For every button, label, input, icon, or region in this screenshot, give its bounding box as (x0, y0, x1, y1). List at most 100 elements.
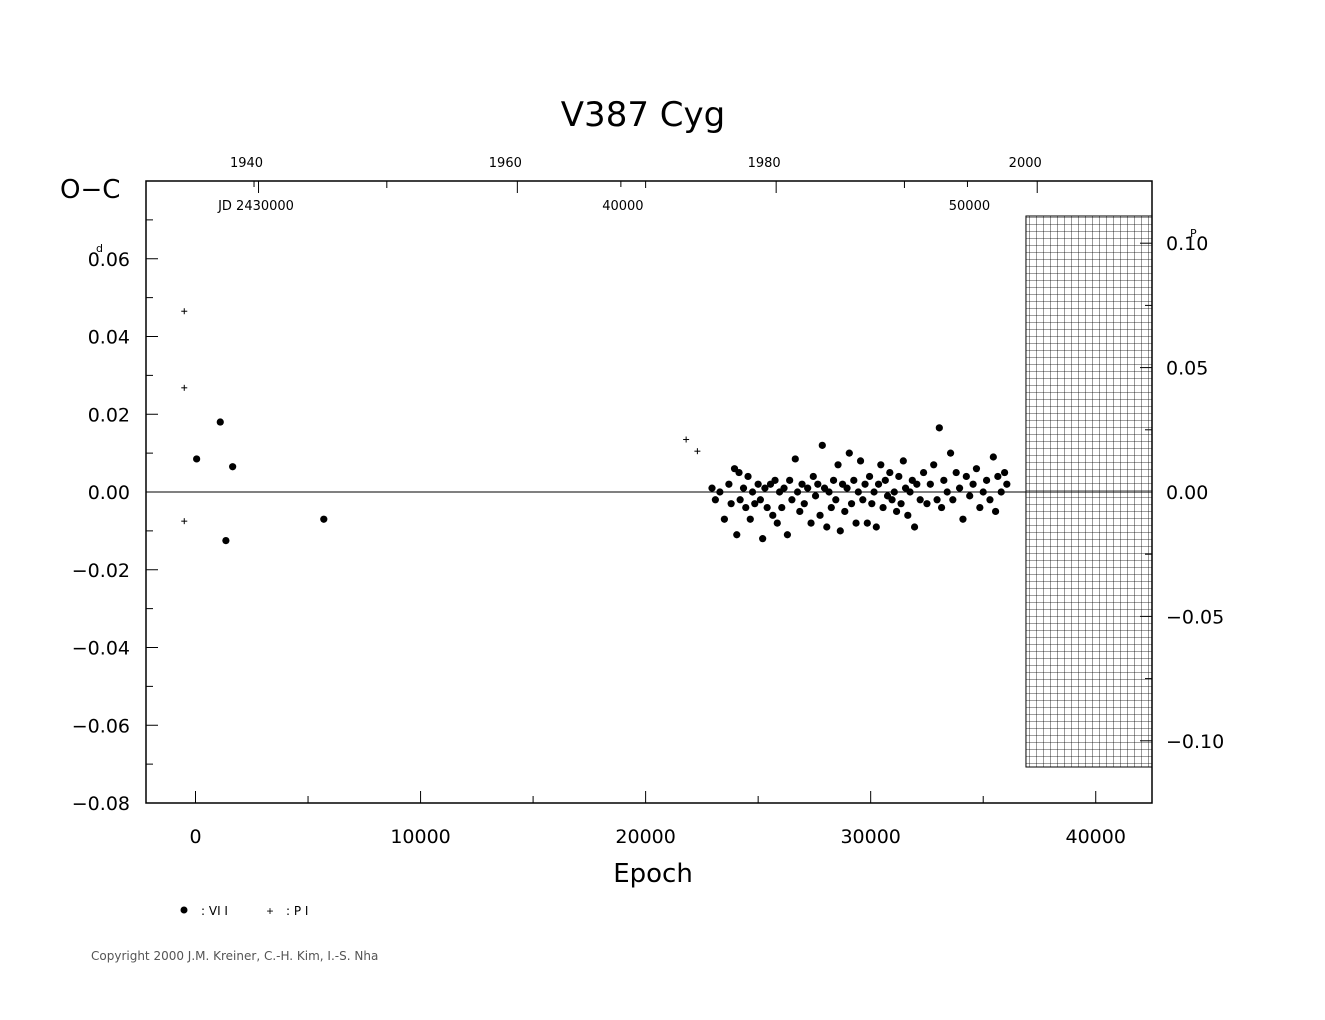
data-point-vii (872, 523, 880, 531)
data-point-vii (952, 468, 960, 477)
y-tick-label: 0.00 (88, 482, 130, 504)
x-tick-label: 0 (189, 826, 201, 848)
data-point-vii (825, 488, 833, 496)
data-point-vii (913, 480, 921, 488)
data-point-vii (959, 515, 967, 523)
y-tick-label: −0.02 (72, 560, 130, 582)
copyright-text: Copyright 2000 J.M. Kreiner, C.-H. Kim, … (91, 949, 379, 963)
right-tick-label: −0.05 (1166, 606, 1224, 628)
data-point-vii (736, 496, 744, 504)
y-tick-label: −0.08 (72, 793, 130, 815)
data-point-vii (861, 480, 869, 488)
data-point-vii (943, 488, 951, 496)
data-point-vii (786, 476, 794, 484)
data-point-vii (877, 461, 885, 469)
data-point-vii (897, 500, 905, 508)
x-tick-label: 30000 (840, 826, 900, 848)
y-unit-days: d (96, 242, 103, 255)
y-tick-label: −0.06 (72, 715, 130, 737)
data-point-vii (746, 515, 754, 523)
data-point-vii (892, 507, 901, 516)
data-point-vii (890, 488, 898, 496)
data-point-vii (193, 455, 201, 463)
data-point-vii (754, 480, 762, 488)
data-point-vii (756, 496, 765, 504)
data-point-vii (816, 511, 824, 519)
data-point-vii (727, 500, 735, 508)
data-point-vii (865, 472, 874, 481)
data-point-vii (859, 496, 867, 504)
y-axis-label: O−C (60, 175, 120, 205)
data-point-vii (708, 484, 716, 492)
top-jd-label: JD 2430000 (217, 199, 294, 214)
y-tick-label: −0.04 (72, 638, 130, 660)
data-point-vii (778, 503, 786, 512)
data-point-vii (791, 455, 799, 463)
data-point-vii (829, 476, 838, 484)
data-point-vii (994, 472, 1002, 481)
right-tick-label: −0.10 (1166, 731, 1224, 753)
y-tick-label: 0.04 (88, 327, 130, 349)
data-point-vii (711, 496, 719, 504)
data-point-vii (886, 468, 894, 477)
data-point-vii (919, 468, 928, 477)
data-point-vii (783, 531, 792, 539)
chart-title: V387 Cyg (561, 95, 725, 135)
data-point-vii (946, 449, 955, 457)
data-point-vii (962, 472, 970, 481)
data-point-vii (976, 503, 984, 512)
x-tick-label: 20000 (615, 826, 675, 848)
data-point-vii (716, 488, 724, 496)
right-tick-label: 0.10 (1166, 233, 1208, 255)
data-point-vii (895, 472, 903, 481)
y-tick-label: 0.06 (88, 249, 130, 271)
data-point-pi (181, 308, 188, 315)
data-point-vii (771, 476, 779, 484)
data-point-vii (991, 507, 1000, 516)
data-point-vii (870, 488, 878, 496)
data-point-vii (222, 536, 230, 545)
data-point-vii (809, 472, 817, 481)
data-point-vii (798, 480, 806, 488)
x-tick-label: 40000 (1066, 826, 1126, 848)
data-point-vii (769, 511, 777, 519)
top-jd-label: 40000 (602, 199, 643, 214)
data-point-vii (836, 527, 844, 535)
data-point-vii (904, 511, 912, 519)
data-point-vii (979, 488, 987, 496)
top-year-label: 1960 (489, 156, 522, 171)
data-point-vii (966, 492, 974, 500)
x-axis-label: Epoch (613, 859, 693, 889)
x-tick-label: 10000 (390, 826, 450, 848)
data-point-vii (744, 472, 752, 481)
data-point-vii (863, 519, 871, 527)
legend-label-pi: : P I (286, 904, 308, 918)
data-point-vii (852, 519, 860, 527)
data-point-vii (832, 496, 840, 504)
right-tick-label: 0.00 (1166, 482, 1208, 504)
plot-frame (145, 180, 1153, 804)
legend: : VI I + : P I (180, 904, 308, 918)
data-point-vii (720, 515, 728, 523)
data-point-vii (986, 496, 994, 504)
data-point-vii (804, 484, 812, 492)
data-point-vii (793, 488, 802, 496)
data-point-vii (739, 484, 748, 492)
top-year-label: 2000 (1009, 156, 1042, 171)
data-point-vii (845, 449, 853, 457)
data-point-pi (683, 436, 690, 443)
data-point-vii (940, 476, 948, 484)
data-point-vii (899, 457, 907, 465)
data-point-vii (800, 500, 808, 508)
data-point-pi (181, 384, 188, 391)
data-point-vii (910, 523, 919, 531)
data-point-vii (229, 463, 237, 471)
data-point-vii (850, 476, 858, 484)
data-point-vii (748, 488, 757, 496)
data-point-vii (216, 418, 224, 426)
data-point-vii (763, 503, 771, 512)
data-point-vii (761, 484, 769, 492)
data-point-vii (997, 488, 1005, 496)
y-tick-label: 0.02 (88, 404, 130, 426)
